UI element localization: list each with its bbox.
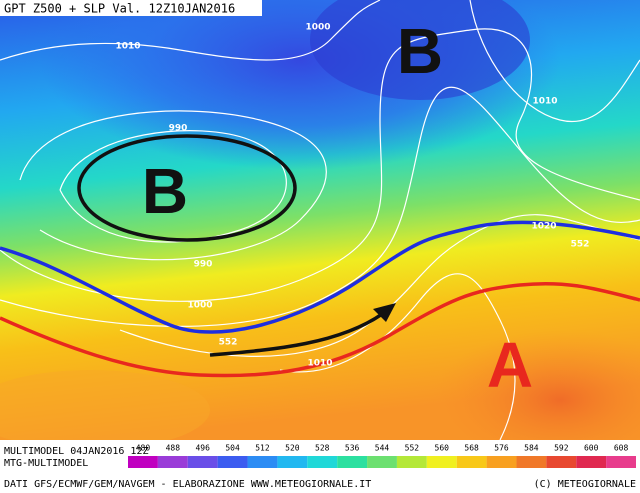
colorbar-tick-label: 560 — [435, 444, 450, 453]
colorbar-swatch — [247, 456, 278, 468]
colorbar-tick-label: 600 — [584, 444, 599, 453]
title-box — [0, 0, 262, 16]
pressure-center: B — [397, 15, 443, 87]
colorbar-swatch — [456, 456, 487, 468]
colorbar-tick-label: 568 — [464, 444, 479, 453]
colorbar-tick-label: 576 — [494, 444, 509, 453]
colorbar-swatch — [187, 456, 218, 468]
colorbar-swatch — [516, 456, 547, 468]
colorbar-tick-label: 552 — [405, 444, 420, 453]
copyright: (C) METEOGIORNALE — [534, 479, 636, 490]
isobar-label: 1010 — [115, 42, 140, 52]
pressure-center: A — [487, 329, 533, 401]
colorbar-swatch — [277, 456, 308, 468]
isohypse-552 — [0, 220, 640, 334]
colorbar-swatch — [546, 456, 577, 468]
map-field — [0, 0, 640, 470]
colorbar-swatch — [576, 456, 607, 468]
colorbar-tick-label: 608 — [614, 444, 629, 453]
colorbar-tick-label: 488 — [166, 444, 181, 453]
colorbar-tick-label: 512 — [255, 444, 270, 453]
isobar-label: 1020 — [531, 222, 556, 232]
isobars — [0, 0, 640, 440]
pressure-center: B — [142, 155, 188, 227]
colorbar-swatch — [367, 456, 397, 468]
isobar-label: 1010 — [307, 359, 332, 369]
colorbar-swatch — [157, 456, 188, 468]
isobar-label: 552 — [219, 338, 238, 348]
colorbar-swatch — [606, 456, 636, 468]
colorbar-tick-label: 496 — [195, 444, 210, 453]
colorbar-tick-label: 544 — [375, 444, 390, 453]
colorbar-tick-label: 528 — [315, 444, 330, 453]
colorbar-tick-label: 520 — [285, 444, 300, 453]
colorbar-swatch — [307, 456, 338, 468]
map-title: GPT Z500 + SLP Val. 12Z10JAN2016 — [4, 2, 235, 16]
isobar-label: 1000 — [305, 23, 330, 33]
isobar-label: 552 — [571, 240, 590, 250]
low-outline — [77, 134, 297, 242]
colorbar-swatch — [426, 456, 457, 468]
colorbar-tick-label: 584 — [524, 444, 539, 453]
colorbar-swatch — [486, 456, 517, 468]
colorbar-tick-label: 480 — [136, 444, 151, 453]
isobar-label: 990 — [194, 260, 213, 270]
flow-arrowhead — [373, 303, 396, 322]
source-label: MTG-MULTIMODEL — [4, 458, 88, 469]
isobar-label: 990 — [169, 124, 188, 134]
colorbar-tick-label: 504 — [225, 444, 240, 453]
isobar-label: 1000 — [187, 301, 212, 311]
colorbar-tick-label: 536 — [345, 444, 360, 453]
model-run: MULTIMODEL 04JAN2016 12Z — [4, 446, 149, 457]
colorbar-tick-label: 592 — [554, 444, 569, 453]
colorbar-swatch — [396, 456, 427, 468]
flow-arrow — [209, 310, 387, 357]
isohypse-568 — [0, 281, 640, 378]
colorbar-swatch — [217, 456, 248, 468]
isobar-label: 1010 — [532, 97, 557, 107]
colorbar-swatch — [128, 456, 158, 468]
credits: DATI GFS/ECMWF/GEM/NAVGEM - ELABORAZIONE… — [4, 479, 371, 490]
colorbar-swatch — [337, 456, 368, 468]
